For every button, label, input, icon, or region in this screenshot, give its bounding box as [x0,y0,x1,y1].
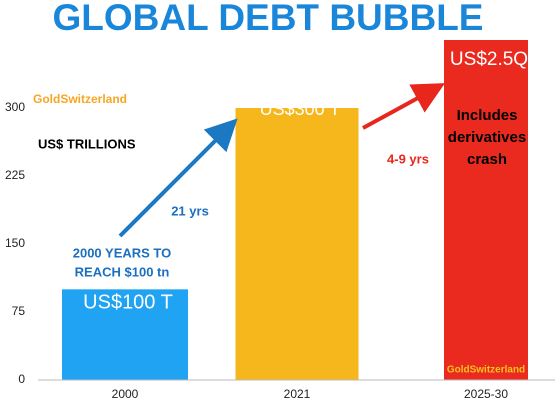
y-tick-label: 75 [12,304,26,318]
value-label: US$100 T [83,291,173,313]
annotation: GoldSwitzerland [33,92,127,106]
y-tick-label: 0 [18,372,25,386]
annotation: derivatives [448,129,526,146]
bar [235,108,359,380]
annotation: Includes [457,107,518,124]
annotation: GoldSwitzerland [447,365,525,376]
annotation: 21 yrs [171,203,209,218]
y-tick-label: 225 [5,168,25,182]
y-tick-label: 300 [5,100,25,114]
annotation: crash [467,151,507,168]
annotation: REACH $100 tn [75,264,170,279]
annotation: 4-9 yrs [387,151,429,166]
x-tick-label: 2021 [284,387,311,401]
bar [62,289,188,380]
value-label: US$300 T [260,99,341,119]
annotation: 2000 YEARS TO [73,245,172,260]
plot-area [62,40,528,380]
x-tick-label: 2000 [112,387,139,401]
annotation: US$ TRILLIONS [38,136,136,151]
chart-title: GLOBAL DEBT BUBBLE [53,0,484,38]
bar [444,40,528,380]
arrow [118,118,238,238]
arrow [362,83,446,130]
x-tick-label: 2025-30 [464,387,508,401]
value-label: US$2.5Q [450,49,528,70]
y-tick-label: 150 [5,236,25,250]
